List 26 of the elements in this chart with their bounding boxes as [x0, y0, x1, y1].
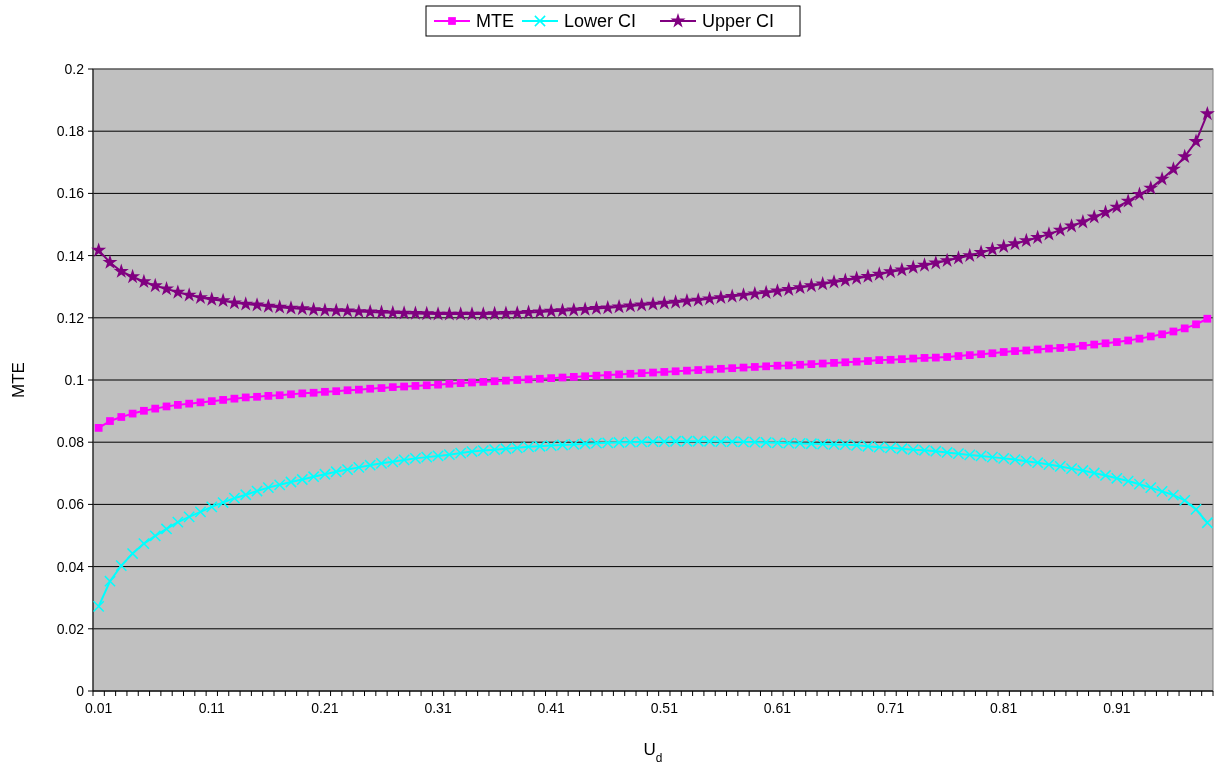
x-tick-label: 0.11	[198, 700, 226, 716]
x-tick-label: 0.01	[85, 700, 113, 716]
y-tick-label: 0.04	[56, 558, 85, 575]
y-tick-label: 0.02	[56, 620, 85, 637]
x-tick-label: 0.51	[650, 700, 679, 716]
y-tick-label: 0.14	[56, 247, 85, 264]
y-tick-label: 0.16	[56, 185, 85, 202]
x-tick-label: 0.81	[990, 700, 1018, 716]
legend-label: Lower CI	[564, 11, 637, 32]
y-tick-label: 0.18	[56, 123, 85, 140]
y-tick-label: 0.12	[56, 309, 85, 326]
y-tick-label: 0.2	[64, 60, 85, 77]
y-tick-label: 0.08	[56, 434, 85, 451]
legend-label: Upper CI	[702, 11, 775, 32]
y-tick-label: 0.1	[64, 371, 85, 388]
y-axis-title: MTE	[9, 362, 28, 398]
x-tick-label: 0.21	[311, 700, 339, 716]
y-tick-label: 0.06	[56, 496, 85, 513]
x-tick-label: 0.71	[876, 700, 905, 716]
x-axis-title: U$_{d}$	[643, 740, 663, 765]
y-tick-label: 0	[76, 682, 85, 699]
legend-label: MTE	[476, 11, 514, 32]
x-tick-label: 0.61	[763, 700, 792, 716]
x-tick-label: 0.41	[537, 700, 566, 716]
x-tick-label: 0.31	[424, 700, 452, 716]
x-tick-label: 0.91	[1103, 700, 1131, 716]
